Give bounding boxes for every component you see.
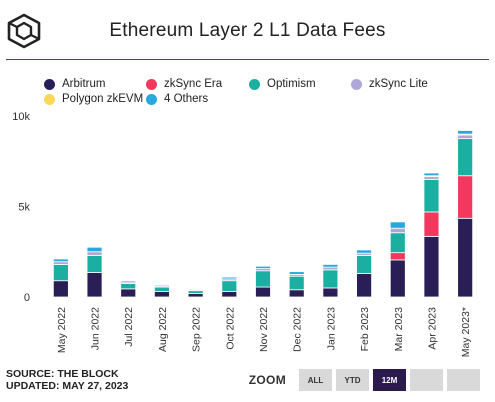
source-note: SOURCE: THE BLOCK UPDATED: MAY 27, 2023 — [6, 368, 128, 392]
x-tick-label: Feb 2023 — [359, 307, 371, 352]
legend-label: Optimism — [267, 78, 316, 90]
bar-segment[interactable] — [154, 284, 170, 287]
legend-dot — [249, 78, 260, 90]
zoom-ytd-button[interactable]: YTD — [336, 369, 369, 391]
x-tick-label: Dec 2022 — [292, 307, 304, 352]
x-tick-label: Jul 2022 — [123, 307, 135, 347]
header-divider — [6, 59, 489, 60]
bar-segment[interactable] — [389, 252, 406, 261]
bar-segment[interactable] — [457, 130, 474, 135]
bar-segment[interactable] — [322, 269, 339, 289]
zoom-controls: ZOOM ALL YTD 12M — [249, 369, 480, 391]
bar-segment[interactable] — [457, 175, 474, 219]
x-tick-label: Aug 2022 — [157, 307, 169, 352]
bar-segment[interactable] — [288, 275, 305, 291]
bar-segment[interactable] — [86, 272, 103, 298]
stacked-bar-chart: 0 5k 10k May 2022 Jun 2022 Jul 2022 Aug 2022 Se… — [12, 111, 474, 357]
zoom-all-button[interactable]: ALL — [299, 369, 332, 391]
legend-label: Polygon zkEVM — [62, 93, 144, 105]
bar-segment[interactable] — [52, 261, 69, 265]
chart-legend: Arbitrum zkSync Era Optimism zkSync Lite… — [0, 78, 495, 108]
bar-segment[interactable] — [52, 264, 69, 282]
source-text: SOURCE: THE BLOCK — [6, 368, 119, 380]
bar-segment[interactable] — [457, 138, 474, 177]
chart-header: Ethereum Layer 2 L1 Data Fees — [0, 0, 495, 60]
x-tick-label: Oct 2022 — [224, 307, 236, 350]
legend-item-polygon-zkevm[interactable]: Polygon zkEVM — [44, 93, 143, 105]
bar-segment[interactable] — [423, 176, 440, 180]
bar-segment[interactable] — [120, 288, 137, 298]
zoom-label: ZOOM — [248, 373, 286, 387]
bar-segment[interactable] — [423, 211, 440, 237]
zoom-extra-button-2[interactable] — [447, 369, 480, 391]
x-tick-label: Jan 2023 — [325, 307, 337, 350]
x-tick-label: Jun 2022 — [90, 307, 102, 350]
bar-segment[interactable] — [322, 266, 339, 271]
x-tick-label: May 2022 — [56, 307, 68, 353]
x-tick-label: Mar 2023 — [393, 307, 405, 352]
bar-segment[interactable] — [255, 286, 271, 298]
x-tick-label: Sep 2022 — [191, 307, 203, 352]
chart-title: Ethereum Layer 2 L1 Data Fees — [109, 20, 386, 41]
legend-dot — [44, 78, 55, 90]
bar-segment[interactable] — [389, 259, 406, 298]
legend-item-arbitrum[interactable]: Arbitrum — [44, 78, 105, 90]
bar-segment[interactable] — [187, 290, 204, 294]
legend-item-optimism[interactable]: Optimism — [249, 78, 316, 90]
bar-segment[interactable] — [221, 276, 238, 280]
bar-segment[interactable] — [255, 270, 271, 288]
bar-segment[interactable] — [322, 287, 339, 298]
bar-segment[interactable] — [423, 172, 440, 177]
bar-segment[interactable] — [120, 280, 137, 283]
legend-dot — [44, 93, 55, 105]
bar-segment[interactable] — [187, 292, 204, 298]
y-tick-label: 5k — [18, 202, 30, 214]
bar-segment[interactable] — [356, 254, 372, 274]
bar-segment[interactable] — [52, 258, 69, 263]
bar-segment[interactable] — [356, 273, 372, 298]
y-tick-label: 10k — [12, 111, 30, 123]
legend-label: zkSync Era — [164, 78, 223, 90]
x-tick-label: May 2023* — [460, 307, 472, 357]
legend-label: zkSync Lite — [369, 78, 428, 90]
bar-segment[interactable] — [389, 221, 406, 229]
bar-segment[interactable] — [423, 178, 440, 213]
legend-item-zksync-era[interactable]: zkSync Era — [146, 78, 222, 90]
bar-segment[interactable] — [423, 235, 440, 298]
legend-dot — [351, 78, 362, 90]
updated-text: UPDATED: MAY 27, 2023 — [6, 380, 129, 392]
bar-segment[interactable] — [86, 251, 103, 256]
bar-segment[interactable] — [389, 227, 406, 234]
bar-segment[interactable] — [356, 249, 372, 254]
bar-segment[interactable] — [221, 280, 238, 292]
bar-segment[interactable] — [457, 217, 474, 298]
legend-item-zksync-lite[interactable]: zkSync Lite — [351, 78, 428, 90]
bar-segment[interactable] — [187, 288, 204, 291]
bar-segment[interactable] — [255, 265, 271, 269]
zoom-12m-button[interactable]: 12M — [373, 369, 406, 391]
legend-label: Arbitrum — [62, 78, 106, 90]
bar-segment[interactable] — [52, 280, 69, 298]
bar-segment[interactable] — [86, 254, 103, 273]
legend-item-4-others[interactable]: 4 Others — [146, 93, 208, 105]
bar-segment[interactable] — [288, 271, 305, 275]
bar-segment[interactable] — [154, 291, 170, 298]
bar-segment[interactable] — [288, 289, 305, 298]
legend-label: 4 Others — [164, 93, 209, 105]
legend-dot — [146, 78, 157, 90]
zoom-extra-button-1[interactable] — [410, 369, 443, 391]
legend-dot — [146, 93, 157, 105]
bar-segment[interactable] — [457, 134, 474, 140]
y-tick-label: 0 — [24, 292, 30, 304]
bar-segment[interactable] — [389, 232, 406, 254]
bar-segment[interactable] — [154, 286, 170, 292]
bar-segment[interactable] — [322, 264, 339, 268]
bar-segment[interactable] — [120, 283, 137, 290]
cube-icon — [7, 13, 41, 49]
x-tick-label: Nov 2022 — [258, 307, 270, 352]
bar-segment[interactable] — [86, 246, 103, 253]
bar-segment[interactable] — [221, 291, 238, 298]
x-tick-label: Apr 2023 — [426, 307, 438, 350]
